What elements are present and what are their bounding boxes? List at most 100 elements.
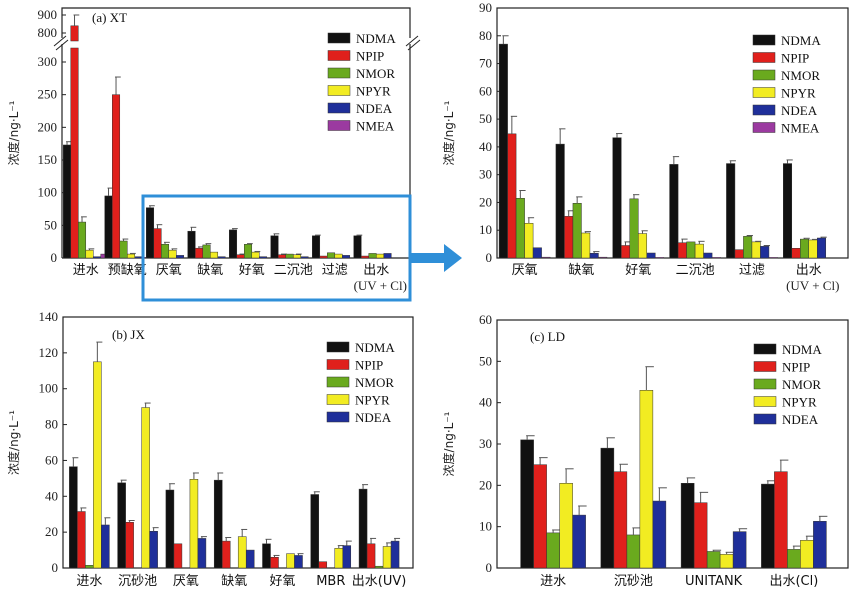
bar-ndea — [176, 255, 185, 259]
bar-ndea — [390, 540, 400, 569]
x-tick-sublabel: (UV + Cl) — [786, 278, 839, 293]
legend-swatch-nmor — [326, 376, 350, 388]
panel-title: (b) JX — [112, 327, 145, 342]
y-tick-label: 0 — [51, 250, 58, 265]
legend-label-nmor: NMOR — [782, 377, 821, 392]
y-axis-label: 浓度/ng·L⁻¹ — [441, 411, 456, 476]
bar-npyr — [189, 479, 199, 569]
x-tick-label: UNITANK — [685, 574, 743, 589]
x-tick-label: 预缺氧 — [108, 263, 147, 278]
bar-ndea — [572, 514, 586, 569]
bar-nmor — [686, 241, 696, 259]
bar-nmor — [244, 244, 253, 259]
legend-label-ndma: NDMA — [356, 31, 396, 46]
x-tick-label: 进水 — [76, 574, 102, 589]
y-tick-label: 60 — [45, 452, 58, 467]
bar-npyr — [751, 241, 761, 259]
bar-nmor — [800, 238, 810, 259]
chart-panel-c: 0 10 20 30 40 50 60 浓度/ng·L⁻¹ (c) LD 进水 沉砂池 UNITANK… — [441, 312, 849, 589]
y-tick-label: 20 — [479, 477, 492, 492]
legend-swatch-npyr — [752, 87, 776, 98]
y-tick-label: 120 — [39, 345, 59, 360]
bar-npip — [70, 47, 79, 259]
bar-ndea — [149, 530, 158, 569]
y-tick-label: 80 — [45, 417, 58, 432]
bar-npip — [621, 245, 631, 259]
bar-npyr — [638, 233, 648, 259]
x-tick-label: 过滤 — [739, 263, 765, 278]
bar-nmea — [655, 257, 665, 259]
x-tick-label: 厌氧 — [512, 263, 538, 278]
y-tick-label: 40 — [479, 395, 492, 410]
x-tick-label: MBR — [316, 574, 345, 589]
bar-npip — [125, 522, 134, 569]
legend-swatch-ndea — [326, 411, 350, 423]
x-tick-label: 出水(UV) — [352, 574, 407, 589]
x-tick-label: 厌氧 — [173, 574, 199, 589]
bar-ndea — [300, 256, 309, 259]
x-tick-label: 好氧 — [269, 574, 295, 589]
bar-nmor — [572, 203, 582, 259]
legend-label-npyr: NPYR — [782, 395, 817, 410]
legend-swatch-npip — [327, 50, 351, 61]
y-tick-label: 90 — [479, 0, 492, 15]
bar-npip — [221, 540, 231, 569]
x-tick-sublabel: (UV + Cl) — [354, 278, 407, 293]
legend-label-nmea: NMEA — [781, 121, 820, 136]
bar-nmor — [161, 244, 170, 259]
bar-npip — [112, 94, 121, 259]
axis-break-mark — [53, 35, 67, 47]
y-tick-label: 140 — [39, 309, 59, 324]
bar-npip — [533, 464, 547, 569]
bar-ndma — [69, 466, 78, 569]
legend-label-nmor: NMOR — [355, 375, 394, 390]
bar-ndma — [353, 235, 362, 259]
bar-npyr — [141, 407, 150, 569]
bar-ndma — [358, 488, 368, 569]
bar-npyr — [93, 361, 102, 569]
bar-ndea — [245, 549, 255, 569]
bar-nmea — [598, 256, 608, 259]
x-tick-label: 进水 — [73, 263, 99, 278]
y-tick-label: 40 — [45, 488, 58, 503]
bar-ndea — [589, 253, 599, 259]
bar-npip — [236, 254, 245, 259]
bar-ndea — [646, 252, 656, 259]
x-tick-label: 出水 — [363, 263, 389, 278]
arrow-icon — [410, 244, 462, 272]
bar-ndea — [294, 555, 303, 569]
bar-nmor — [327, 252, 336, 259]
bar-npyr — [293, 254, 302, 259]
y-tick-label: 70 — [479, 56, 492, 71]
x-tick-label: 好氧 — [239, 263, 265, 278]
legend-swatch-ndma — [753, 343, 777, 355]
bar-nmor — [85, 565, 94, 569]
y-axis-label: 浓度/ng·L⁻¹ — [441, 100, 456, 165]
bar-ndma — [726, 163, 736, 259]
legend-label-ndma: NDMA — [782, 342, 822, 357]
legend-label-npip: NPIP — [782, 360, 810, 375]
bar-npip — [319, 255, 328, 259]
bar-nmor — [787, 549, 801, 569]
bar-npyr — [210, 251, 219, 259]
legend-swatch-ndea — [327, 102, 351, 114]
bar-ndma — [520, 439, 534, 569]
y-tick-label: 20 — [479, 194, 492, 209]
bar-npip — [270, 556, 279, 569]
bar-npyr — [127, 253, 136, 259]
bar-nmor — [119, 240, 128, 259]
bar-nmor — [368, 253, 377, 259]
legend-swatch-nmea — [752, 122, 776, 133]
bar-ndea — [93, 256, 102, 259]
x-tick-label: 缺氧 — [221, 574, 247, 589]
legend-label-ndea: NDEA — [356, 101, 393, 116]
bar-ndma — [165, 489, 175, 569]
panel-title: (a) XT — [92, 10, 127, 25]
bar-npip — [173, 543, 183, 569]
bar-ndma — [555, 143, 565, 259]
bar-ndea — [134, 256, 143, 259]
bar-ndea — [532, 247, 542, 259]
bar-nmor — [629, 198, 639, 259]
x-tick-label: 过滤 — [322, 263, 348, 278]
bar-ndea — [817, 237, 827, 259]
